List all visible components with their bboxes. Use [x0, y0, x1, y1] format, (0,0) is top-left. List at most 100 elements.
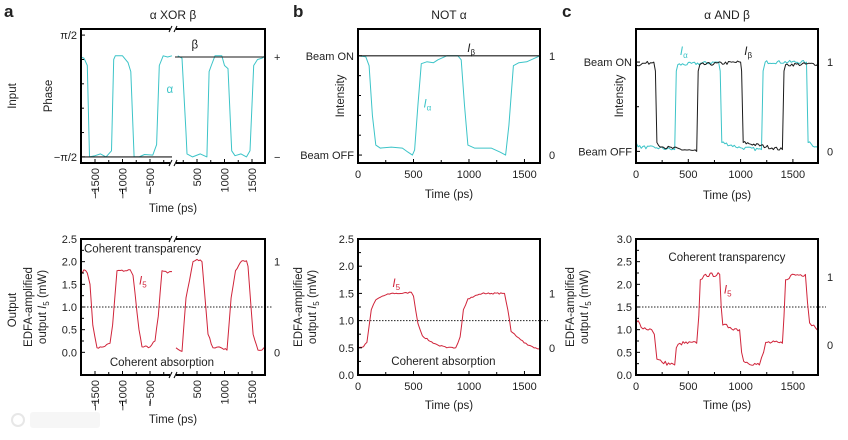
y-tick-label: 1.5 [62, 279, 77, 291]
y-axis-label: EDFA-amplified [293, 267, 305, 347]
y-tick-label: 2.0 [617, 279, 632, 291]
plot-frame [357, 28, 541, 164]
axis-break-gap [170, 160, 176, 166]
axis-break-mark [173, 25, 178, 33]
x-tick-label: −500 [145, 380, 157, 405]
series-line-beta [81, 56, 265, 158]
x-tick-label: 1000 [457, 169, 481, 181]
y-axis-label: EDFA-amplified [23, 267, 35, 347]
series-line-alpha [80, 55, 266, 158]
series-line-beta [635, 60, 819, 152]
right-axis-label: 1 [827, 57, 833, 69]
x-tick-label: −1000 [118, 168, 130, 199]
y-tick-label: 0.5 [617, 347, 632, 359]
x-tick-label: 0 [633, 169, 639, 181]
x-tick-label: 500 [679, 381, 697, 393]
x-tick-label: −1000 [118, 380, 130, 411]
annotation: Iα [423, 98, 431, 112]
axis-break-gap [170, 372, 176, 378]
chart-c-bot: 0 500 1000 1500 Time (ps) 0.0 0.5 1.0 1.5 2.0 2.5 3… [565, 234, 833, 412]
x-tick-label: 500 [404, 169, 422, 181]
y-tick-label: 0.0 [62, 347, 77, 359]
x-axis-label: Time (ps) [425, 189, 473, 201]
y-tick-label: Beam OFF [300, 150, 354, 162]
series-line-i5 [80, 258, 266, 352]
annotation: I5 [392, 278, 400, 292]
row-label-input: Input [7, 82, 19, 108]
y-axis-label: Phase [43, 80, 55, 113]
chart-title: α XOR β [150, 8, 197, 22]
x-tick-label: 1500 [512, 169, 536, 181]
x-tick-label: 1500 [247, 380, 259, 404]
chart-a-top: α XOR β −1500 −1000 −500 500 1000 1500 Time (ps… [43, 8, 280, 215]
panel-letter-c: c [562, 2, 571, 21]
x-tick-label: 1000 [220, 380, 232, 404]
axis-break-mark [168, 25, 173, 33]
plot-frame [357, 238, 541, 376]
annotation: Iβ [744, 46, 752, 60]
y-tick-label: 1.5 [339, 288, 354, 300]
right-axis-label: 0 [549, 150, 555, 162]
y-axis-label: Intensity [614, 74, 626, 117]
y-tick-label: 0.0 [339, 370, 354, 382]
x-tick-label: 0 [355, 169, 361, 181]
x-tick-label: −1500 [90, 168, 102, 199]
x-tick-label: 0 [355, 381, 361, 393]
annotation: Coherent absorption [391, 356, 495, 368]
y-tick-label: 2.5 [62, 234, 77, 246]
right-axis-label: 1 [549, 288, 555, 300]
axis-break-mark [173, 235, 178, 243]
x-tick-label: 1500 [512, 381, 536, 393]
right-axis-label: + [274, 52, 280, 64]
x-tick-label: 1000 [457, 381, 481, 393]
y-tick-label: Beam ON [584, 57, 632, 69]
y-tick-label: 2.0 [339, 261, 354, 273]
chart-c-top: α AND β 0 500 1000 1500 Time (ps) Beam ON Beam … [578, 8, 833, 202]
watermark [11, 412, 100, 428]
series-line-i5 [357, 291, 540, 350]
y-tick-label: 1.5 [617, 302, 632, 314]
axis-break-mark [173, 159, 178, 167]
chart-title: α AND β [704, 8, 750, 22]
axis-break-gap [170, 26, 176, 32]
y-tick-label: 1.0 [339, 316, 354, 328]
annotation: Iα [680, 46, 688, 60]
x-tick-label: 1500 [781, 169, 805, 181]
x-tick-label: 1500 [781, 381, 805, 393]
row-label-output: Output [7, 292, 19, 327]
series-line-alpha [635, 59, 819, 152]
x-tick-label: −500 [145, 168, 157, 193]
x-tick-label: 500 [192, 380, 204, 398]
right-axis-label: 1 [549, 51, 555, 63]
annotation: I5 [139, 275, 147, 289]
y-axis-label: output I5 (mW) [579, 270, 593, 344]
right-axis-label: 0 [827, 340, 833, 352]
x-tick-label: 0 [633, 381, 639, 393]
x-axis-label: Time (ps) [703, 400, 751, 412]
annotation: Coherent absorption [110, 357, 214, 369]
y-tick-label: −π/2 [54, 152, 77, 164]
axis-break-gap [170, 236, 176, 242]
y-tick-label: 2.0 [62, 257, 77, 269]
y-axis-label: Intensity [335, 74, 347, 117]
axis-break-mark [168, 235, 173, 243]
y-tick-label: 2.5 [617, 257, 632, 269]
y-tick-label: 0.0 [617, 370, 632, 382]
y-tick-label: π/2 [60, 30, 77, 42]
x-tick-label: −1500 [90, 380, 102, 411]
right-axis-label: 0 [549, 343, 555, 355]
x-tick-label: 500 [192, 168, 204, 186]
right-axis-label: − [274, 152, 280, 164]
y-tick-label: 3.0 [617, 234, 632, 246]
annotation: β [192, 39, 199, 51]
chart-title: NOT α [431, 8, 466, 22]
x-tick-label: 500 [679, 169, 697, 181]
y-tick-label: 1.0 [62, 302, 77, 314]
annotation: Iβ [467, 43, 475, 57]
y-tick-label: 0.5 [62, 325, 77, 337]
annotation: α [167, 84, 174, 96]
right-axis-label: 1 [274, 257, 280, 269]
panel-letter-b: b [293, 2, 303, 21]
x-tick-label: 1000 [728, 169, 752, 181]
